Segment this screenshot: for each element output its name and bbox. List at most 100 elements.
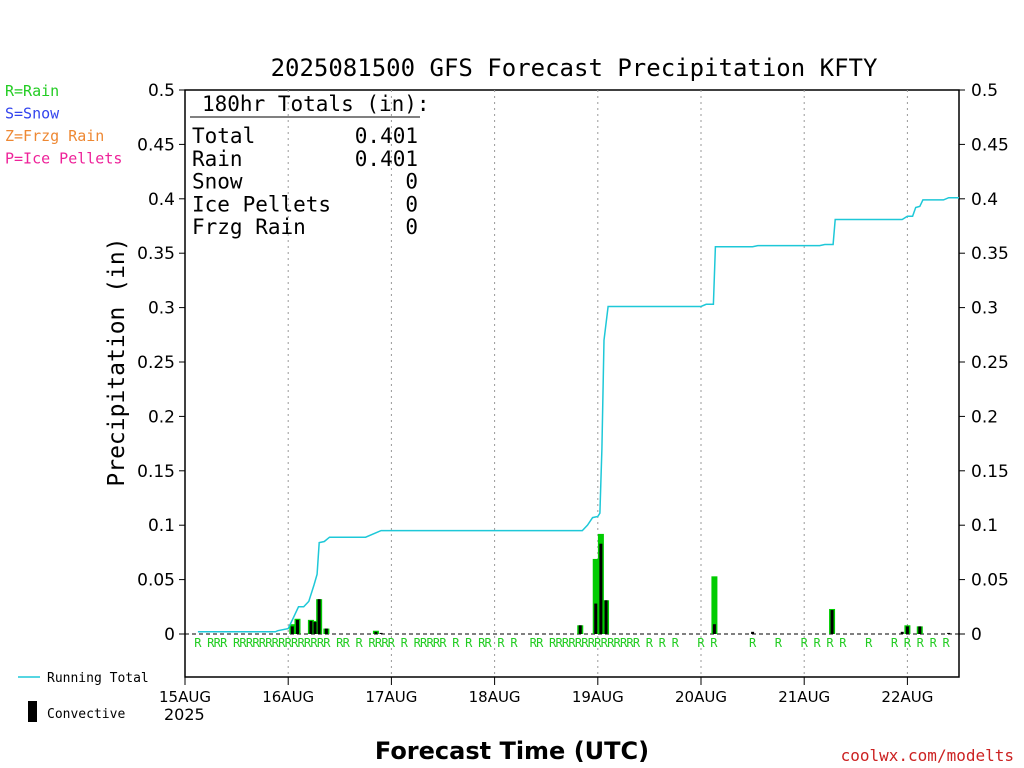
- ptype-marker: R: [672, 636, 680, 650]
- y-tick-label-left: 0.5: [148, 81, 175, 101]
- x-tick-label: 18AUG: [469, 688, 521, 706]
- ptype-marker: R: [214, 636, 222, 650]
- ptype-marker: R: [633, 636, 641, 650]
- ptype-marker: R: [420, 636, 428, 650]
- ptype-legend-item: R=Rain: [5, 82, 59, 100]
- convective-bar: [290, 626, 294, 634]
- convective-bar: [712, 624, 716, 634]
- ptype-marker: R: [375, 636, 383, 650]
- totals-row-label: Frzg Rain: [192, 215, 306, 239]
- ptype-marker: R: [904, 636, 912, 650]
- x-tick-label: 15AUG: [159, 688, 211, 706]
- ptype-marker: R: [452, 636, 460, 650]
- y-tick-label-right: 0.3: [971, 299, 998, 319]
- y-tick-label-left: 0.05: [137, 571, 175, 591]
- ptype-marker: R: [207, 636, 215, 650]
- ptype-marker: R: [368, 636, 376, 650]
- ptype-marker: R: [426, 636, 434, 650]
- ptype-marker: R: [310, 636, 318, 650]
- convective-bar: [604, 600, 608, 634]
- ptype-marker: R: [259, 636, 267, 650]
- ptype-marker: R: [485, 636, 493, 650]
- ptype-marker: R: [942, 636, 950, 650]
- x-tick-label: 22AUG: [881, 688, 933, 706]
- ptype-marker: R: [594, 636, 602, 650]
- x-tick-label: 19AUG: [572, 688, 624, 706]
- ptype-marker: R: [388, 636, 396, 650]
- ptype-marker: R: [304, 636, 312, 650]
- y-tick-label-left: 0.4: [148, 190, 175, 210]
- y-tick-label-right: 0.05: [971, 571, 1009, 591]
- ptype-marker: R: [562, 636, 570, 650]
- ptype-marker: R: [233, 636, 241, 650]
- ptype-marker: R: [401, 636, 409, 650]
- ptype-marker: R: [252, 636, 260, 650]
- ptype-marker: R: [775, 636, 783, 650]
- year-label: 2025: [164, 705, 205, 724]
- convective-bar: [947, 632, 951, 634]
- convective-bar: [374, 631, 378, 634]
- ptype-marker: R: [478, 636, 486, 650]
- ptype-marker: R: [497, 636, 505, 650]
- convective-bar: [905, 626, 909, 634]
- y-axis-left: 0 0.05 0.1 0.15 0.2 0.25 0.3 0.35 0.4 0.45 0.5: [137, 81, 185, 645]
- ptype-marker: R: [285, 636, 293, 650]
- totals-row-value: 0: [405, 170, 418, 194]
- y-tick-label-left: 0: [164, 625, 175, 645]
- ptype-marker: R: [246, 636, 254, 650]
- rain-bar: [711, 576, 718, 634]
- y-tick-label-right: 0.35: [971, 244, 1009, 264]
- ptype-marker: R: [588, 636, 596, 650]
- totals-row-label: Total: [192, 124, 255, 148]
- ptype-marker: R: [575, 636, 583, 650]
- convective-bars: [290, 543, 951, 634]
- ptype-marker: R: [826, 636, 834, 650]
- y-tick-label-left: 0.35: [137, 244, 175, 264]
- y-tick-label-left: 0.2: [148, 407, 175, 427]
- ptype-legend-item: S=Snow: [5, 105, 60, 123]
- ptype-marker: R: [194, 636, 202, 650]
- ptype-marker: R: [336, 636, 344, 650]
- ptype-marker: R: [813, 636, 821, 650]
- ptype-marker: R: [323, 636, 331, 650]
- bottom-legend: Running Total Convective: [18, 671, 149, 722]
- y-tick-label-right: 0.1: [971, 516, 998, 536]
- totals-row-label: Snow: [192, 170, 243, 194]
- ptype-marker: R: [536, 636, 544, 650]
- y-tick-label-right: 0.25: [971, 353, 1009, 373]
- convective-bar: [751, 631, 755, 634]
- ptype-marker: R: [930, 636, 938, 650]
- ptype-marker: R: [239, 636, 247, 650]
- ptype-marker: R: [659, 636, 667, 650]
- convective-bar: [918, 626, 922, 634]
- convective-legend-swatch: [28, 701, 37, 722]
- y-tick-label-left: 0.15: [137, 462, 175, 482]
- y-axis-right: 0 0.05 0.1 0.15 0.2 0.25 0.3 0.35 0.4 0.45 0.5: [959, 81, 1009, 645]
- y-tick-label-left: 0.25: [137, 353, 175, 373]
- ptype-marker: R: [220, 636, 228, 650]
- ptype-marker: R: [620, 636, 628, 650]
- ptype-marker: R: [465, 636, 473, 650]
- y-tick-label-right: 0.2: [971, 407, 998, 427]
- convective-bar: [295, 619, 299, 634]
- convective-legend-label: Convective: [47, 707, 125, 722]
- x-axis: 15AUG 16AUG 17AUG 18AUG 19AUG 20AUG 21AUG 22AUG: [159, 677, 933, 706]
- y-tick-label-left: 0.1: [148, 516, 175, 536]
- totals-row-value: 0.401: [355, 124, 418, 148]
- ptype-marker: R: [265, 636, 273, 650]
- y-tick-label-right: 0.5: [971, 81, 998, 101]
- ptype-marker: R: [865, 636, 873, 650]
- ptype-marker: R: [839, 636, 847, 650]
- convective-bar: [317, 599, 321, 634]
- ptype-marker: R: [891, 636, 899, 650]
- y-tick-label-right: 0.15: [971, 462, 1009, 482]
- ptype-legend-item: Z=Frzg Rain: [5, 127, 104, 145]
- ptype-marker: R: [646, 636, 654, 650]
- chart-title: 2025081500 GFS Forecast Precipitation KF…: [271, 54, 878, 82]
- ptype-marker: R: [510, 636, 518, 650]
- ptype-marker: R: [607, 636, 615, 650]
- ptype-marker: R: [272, 636, 280, 650]
- convective-bar: [830, 610, 834, 634]
- ptype-marker: R: [433, 636, 441, 650]
